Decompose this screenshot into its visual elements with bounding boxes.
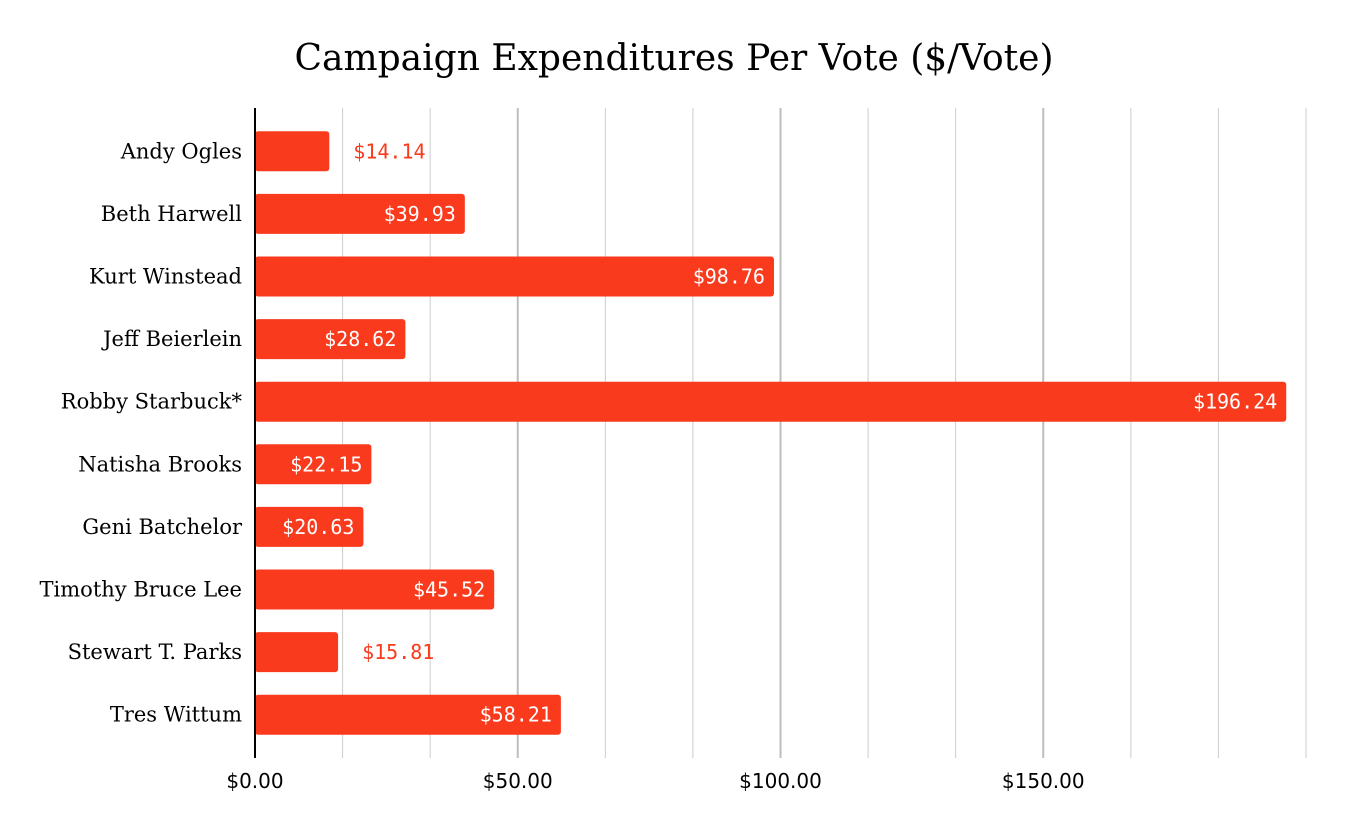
category-label: Tres Wittum: [110, 703, 242, 727]
category-label: Jeff Beierlein: [101, 327, 242, 351]
data-label: $14.14: [353, 139, 425, 163]
x-tick-label: $50.00: [483, 769, 553, 793]
bar: [255, 193, 465, 234]
bar: [255, 131, 330, 172]
bar: [255, 444, 372, 485]
bar: [255, 256, 774, 297]
category-label: Geni Batchelor: [82, 515, 243, 539]
category-label: Robby Starbuck*: [61, 390, 243, 414]
data-label: $98.76: [693, 265, 765, 289]
x-tick-label: $150.00: [1002, 769, 1085, 793]
data-label: $15.81: [362, 640, 434, 664]
category-label: Timothy Bruce Lee: [40, 578, 242, 602]
x-tick-label: $0.00: [226, 769, 283, 793]
category-label: Beth Harwell: [101, 202, 242, 226]
bar: [255, 381, 1287, 422]
data-label: $45.52: [413, 578, 485, 602]
data-label: $58.21: [480, 703, 552, 727]
bar: [255, 319, 406, 360]
category-label: Kurt Winstead: [89, 265, 242, 289]
category-label: Stewart T. Parks: [68, 640, 242, 664]
bar: [255, 632, 339, 673]
data-label: $39.93: [384, 202, 456, 226]
bar: [255, 506, 364, 547]
data-label: $20.63: [282, 515, 354, 539]
bar: [255, 694, 561, 735]
data-label: $28.62: [324, 327, 396, 351]
bar: [255, 569, 495, 610]
data-label: $196.24: [1193, 390, 1277, 414]
x-tick-label: $100.00: [739, 769, 822, 793]
category-label: Andy Ogles: [120, 139, 242, 163]
data-label: $22.15: [290, 452, 362, 476]
category-label: Natisha Brooks: [78, 452, 242, 476]
chart-title: Campaign Expenditures Per Vote ($/Vote): [294, 38, 1054, 79]
